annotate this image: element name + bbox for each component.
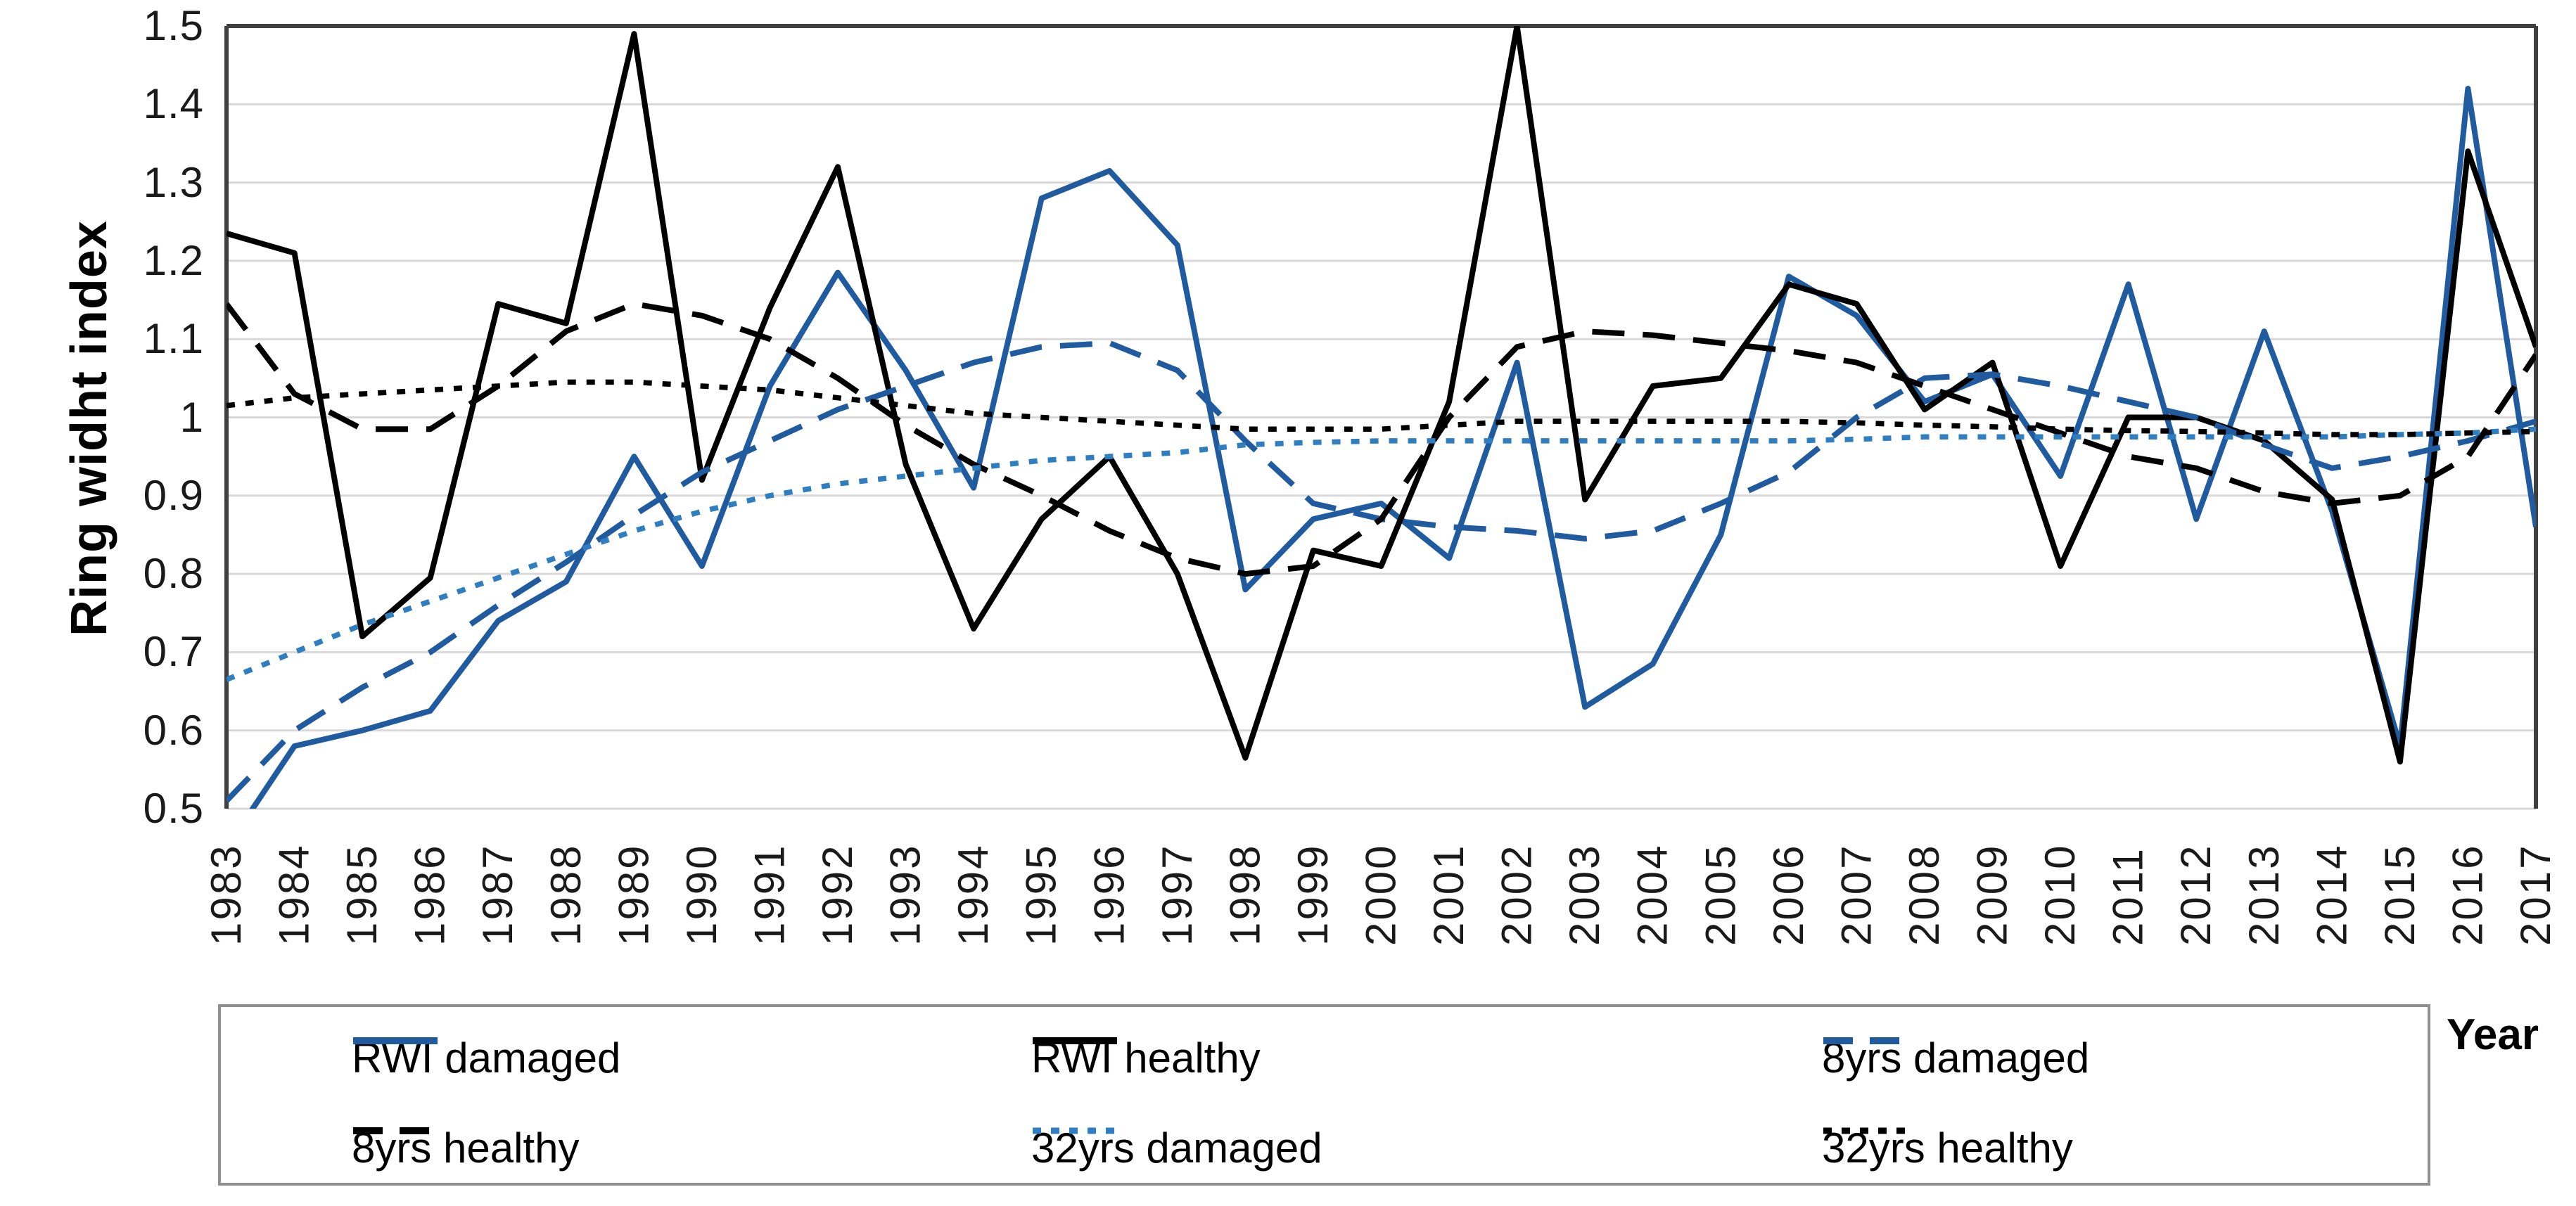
- x-tick-label: 1995: [1017, 843, 1065, 946]
- legend-swatch-line: [1033, 1127, 1117, 1134]
- y-tick-label: 0.9: [143, 471, 204, 519]
- y-tick-label: 0.5: [143, 785, 204, 832]
- x-tick-label: 1994: [950, 843, 997, 946]
- legend-swatch-line: [353, 1127, 438, 1134]
- x-tick-label: 2009: [1968, 843, 2016, 946]
- x-tick-label: 2000: [1357, 843, 1405, 946]
- x-tick-label: 2016: [2444, 843, 2492, 946]
- x-tick-label: 2004: [1628, 843, 1676, 946]
- x-tick-label: 1984: [270, 843, 318, 946]
- series-line-32yrs-damaged: [227, 426, 2536, 682]
- x-tick-label: 2001: [1425, 843, 1473, 946]
- x-tick-label: 1996: [1085, 843, 1133, 946]
- y-tick-label: 1.3: [143, 158, 204, 206]
- y-tick-label: 1: [179, 393, 204, 441]
- x-tick-label: 1985: [338, 843, 386, 946]
- x-tick-label: 2005: [1697, 843, 1745, 946]
- y-tick-label: 1.1: [143, 315, 204, 363]
- x-tick-label: 1997: [1153, 843, 1201, 946]
- x-tick-label: 2017: [2512, 843, 2559, 946]
- x-tick-label: 1986: [406, 843, 454, 946]
- legend-swatch-line: [1823, 1127, 1908, 1134]
- x-tick-label: 2006: [1764, 843, 1812, 946]
- x-tick-label: 2012: [2172, 843, 2220, 946]
- legend-item-label: 8yrs damaged: [1822, 1034, 2090, 1082]
- x-tick-label: 1999: [1289, 843, 1337, 946]
- y-tick-label: 1.5: [143, 2, 204, 49]
- legend-item-rwi-damaged: RWI damaged: [352, 1034, 620, 1082]
- x-tick-label: 1991: [746, 843, 793, 946]
- x-tick-label: 2008: [1900, 843, 1948, 946]
- x-tick-label: 2015: [2376, 843, 2423, 946]
- x-tick-label: 2002: [1493, 843, 1541, 946]
- x-tick-label: 1992: [814, 843, 862, 946]
- legend-item-8yrs-healthy: 8yrs healthy: [352, 1124, 580, 1172]
- x-tick-label: 1989: [610, 843, 658, 946]
- legend-item-32yrs-healthy: 32yrs healthy: [1822, 1124, 2073, 1172]
- x-tick-label: 2014: [2308, 843, 2356, 946]
- series-line-rwi-damaged: [249, 86, 2536, 809]
- legend-item-label: 32yrs damaged: [1031, 1124, 1322, 1172]
- legend-swatch-line: [353, 1037, 438, 1044]
- legend-box: RWI damaged RWI healthy 8yrs damaged 8yrs h…: [218, 1004, 2430, 1186]
- y-tick-label: 0.6: [143, 706, 204, 754]
- x-tick-label: 1988: [542, 843, 589, 946]
- legend-swatch-line: [1033, 1037, 1117, 1044]
- x-tick-label: 2007: [1832, 843, 1880, 946]
- x-axis-title: Year: [2447, 1011, 2539, 1059]
- y-tick-label: 0.8: [143, 550, 204, 598]
- y-tick-label: 0.7: [143, 628, 204, 676]
- y-tick-label: 1.2: [143, 236, 204, 284]
- series-line-rwi-healthy: [227, 26, 2536, 765]
- x-tick-label: 1990: [677, 843, 725, 946]
- x-tick-label: 2003: [1561, 843, 1609, 946]
- x-tick-label: 1998: [1221, 843, 1269, 946]
- y-tick-label: 1.4: [143, 80, 204, 128]
- legend-swatch-line: [1823, 1037, 1908, 1044]
- x-tick-label: 1987: [474, 843, 522, 946]
- x-tick-label: 2010: [2036, 843, 2084, 946]
- legend-item-8yrs-damaged: 8yrs damaged: [1822, 1034, 2090, 1082]
- series-line-32yrs-healthy: [227, 379, 2536, 437]
- x-tick-label: 2013: [2240, 843, 2288, 946]
- x-tick-label: 2011: [2104, 846, 2152, 946]
- x-tick-label: 1993: [881, 843, 929, 946]
- legend-item-32yrs-damaged: 32yrs damaged: [1031, 1124, 1322, 1172]
- legend-item-label: 8yrs healthy: [352, 1124, 580, 1172]
- legend-item-rwi-healthy: RWI healthy: [1031, 1034, 1261, 1082]
- x-tick-label: 1983: [203, 843, 250, 946]
- series-line-8yrs-healthy: [227, 301, 2536, 577]
